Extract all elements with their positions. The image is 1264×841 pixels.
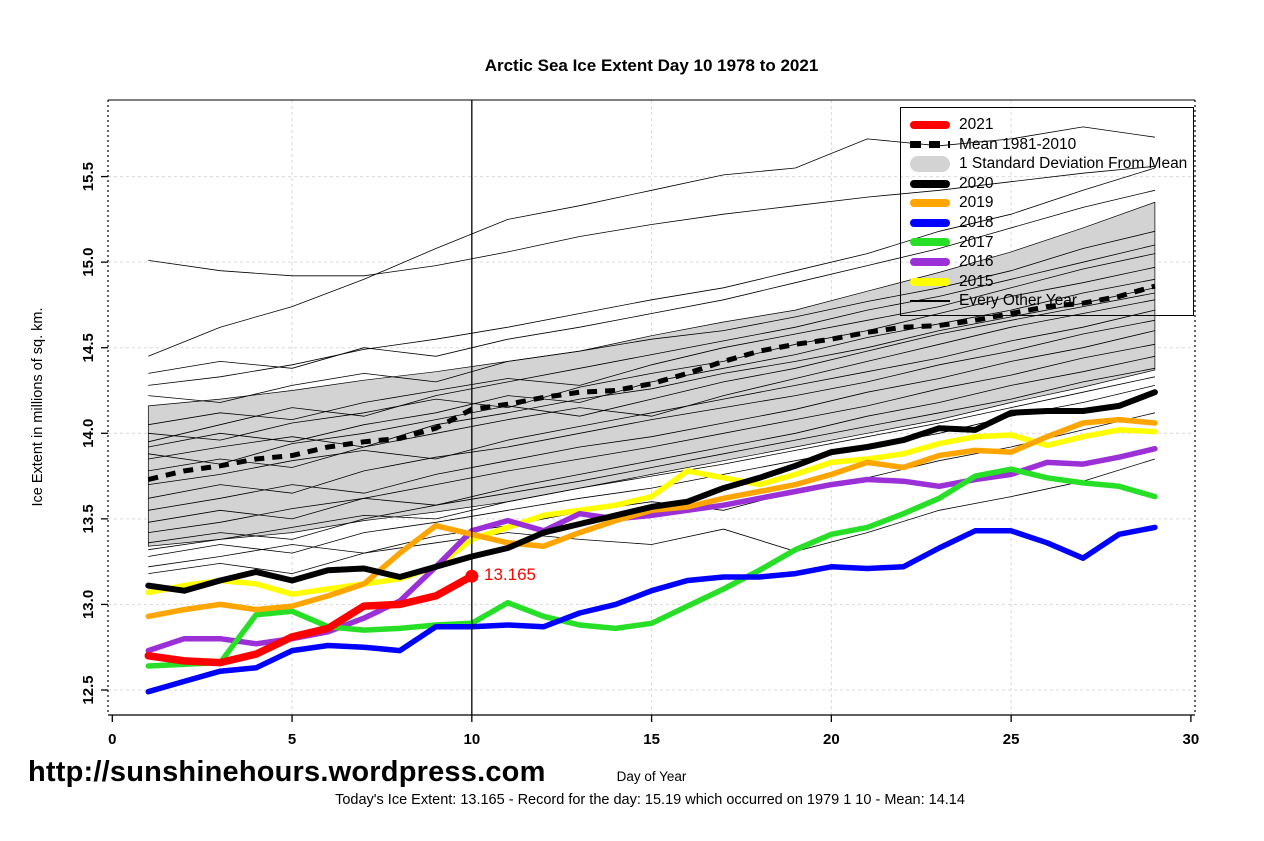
background-year-line bbox=[148, 319, 1155, 499]
background-year-line bbox=[148, 299, 1155, 472]
background-year-line bbox=[148, 189, 1155, 374]
legend-label: Every Other Year bbox=[959, 292, 1078, 310]
y-tick-label: 14.5 bbox=[80, 333, 97, 362]
today-point bbox=[465, 569, 479, 583]
legend-item-every-other-year: Every Other Year bbox=[901, 291, 1193, 311]
background-year-line bbox=[148, 287, 1155, 460]
line-swatch-icon bbox=[910, 199, 950, 208]
background-year-line bbox=[148, 309, 1155, 485]
legend-item-2015: 2015 bbox=[901, 272, 1193, 292]
background-year-line bbox=[148, 167, 1156, 386]
series-line-2021 bbox=[144, 572, 476, 667]
x-tick-label: 15 bbox=[643, 731, 660, 748]
band-swatch-icon bbox=[910, 155, 950, 172]
x-tick-label: 30 bbox=[1183, 731, 1200, 748]
background-year-line bbox=[148, 376, 1155, 551]
legend-label: 2017 bbox=[959, 233, 994, 251]
y-tick-label: 15.5 bbox=[80, 162, 97, 191]
today-value-annotation: 13.165 bbox=[484, 565, 536, 584]
legend-label: 2020 bbox=[959, 174, 994, 192]
line-swatch-icon bbox=[910, 218, 950, 227]
series-line-2019 bbox=[145, 416, 1158, 620]
y-tick-label: 15.0 bbox=[80, 248, 97, 277]
chart-title: Arctic Sea Ice Extent Day 10 1978 to 202… bbox=[484, 56, 819, 75]
series-line-2020 bbox=[145, 389, 1158, 594]
x-tick-label: 0 bbox=[108, 731, 116, 748]
line-swatch-icon bbox=[910, 300, 950, 302]
legend-item-2018: 2018 bbox=[901, 213, 1193, 233]
legend-swatch-thick bbox=[910, 238, 950, 247]
series-line-2015 bbox=[145, 427, 1158, 597]
legend-swatch-thin bbox=[910, 300, 950, 302]
legend-item-2019: 2019 bbox=[901, 193, 1193, 213]
background-year-line bbox=[148, 330, 1155, 511]
x-tick-label: 20 bbox=[823, 731, 840, 748]
y-tick-label: 13.5 bbox=[80, 504, 97, 533]
legend-item-2020: 2020 bbox=[901, 174, 1193, 194]
legend-item-1-standard-deviation-from-mean: 1 Standard Deviation From Mean bbox=[901, 154, 1193, 174]
legend-swatch-thick bbox=[910, 120, 950, 129]
background-year-line bbox=[148, 244, 1155, 443]
x-tick-label: 10 bbox=[463, 731, 480, 748]
legend-item-2016: 2016 bbox=[901, 252, 1193, 272]
x-tick-label: 25 bbox=[1003, 731, 1020, 748]
x-axis-label: Day of Year bbox=[616, 769, 687, 784]
y-axis-label: Ice Extent in millions of sq. km. bbox=[30, 307, 46, 507]
legend-box: 2021 Mean 1981-2010 1 Standard Deviation F… bbox=[900, 107, 1194, 316]
y-tick-label: 13.0 bbox=[80, 590, 97, 619]
legend-label: 2015 bbox=[959, 272, 994, 290]
legend-label: 2021 bbox=[959, 116, 994, 134]
line-swatch-icon bbox=[910, 120, 950, 129]
legend-label: Mean 1981-2010 bbox=[959, 135, 1077, 153]
y-tick-label: 14.0 bbox=[80, 419, 97, 448]
legend-swatch-thick bbox=[910, 179, 950, 188]
line-swatch-icon bbox=[910, 277, 950, 286]
background-year-line bbox=[148, 458, 1156, 575]
x-tick-label: 5 bbox=[288, 731, 296, 748]
line-swatch-icon bbox=[910, 179, 950, 188]
y-tick-label: 12.5 bbox=[80, 675, 97, 704]
legend-swatch-dash bbox=[910, 140, 950, 148]
legend-item-mean-1981-2010: Mean 1981-2010 bbox=[901, 135, 1193, 155]
legend-item-2017: 2017 bbox=[901, 233, 1193, 253]
legend-swatch-band bbox=[910, 155, 950, 172]
line-swatch-icon bbox=[910, 140, 950, 148]
background-year-line bbox=[148, 355, 1155, 533]
background-year-line bbox=[148, 367, 1155, 544]
legend-item-2021: 2021 bbox=[901, 115, 1193, 135]
background-year-line bbox=[148, 278, 1155, 448]
series-line-2017 bbox=[145, 466, 1158, 669]
background-year-line bbox=[148, 165, 1155, 277]
legend-swatch-thick bbox=[910, 218, 950, 227]
site-url-text: http://sunshinehours.wordpress.com bbox=[28, 756, 546, 788]
background-year-line bbox=[148, 126, 1155, 357]
background-year-line bbox=[148, 230, 1155, 403]
legend-label: 2018 bbox=[959, 214, 994, 232]
legend-label: 2016 bbox=[959, 253, 994, 271]
legend-swatch-thick bbox=[910, 199, 950, 208]
legend-swatch-thick bbox=[910, 257, 950, 266]
line-swatch-icon bbox=[910, 238, 950, 247]
background-year-line bbox=[148, 343, 1155, 523]
background-year-line bbox=[148, 266, 1155, 441]
legend-label: 1 Standard Deviation From Mean bbox=[959, 155, 1188, 173]
stats-caption: Today's Ice Extent: 13.165 - Record for … bbox=[335, 792, 965, 808]
mean-line bbox=[147, 283, 1156, 482]
legend-label: 2019 bbox=[959, 194, 994, 212]
background-year-line bbox=[148, 253, 1155, 426]
series-line-2018 bbox=[145, 524, 1158, 695]
legend-swatch-thick bbox=[910, 277, 950, 286]
line-swatch-icon bbox=[910, 257, 950, 266]
